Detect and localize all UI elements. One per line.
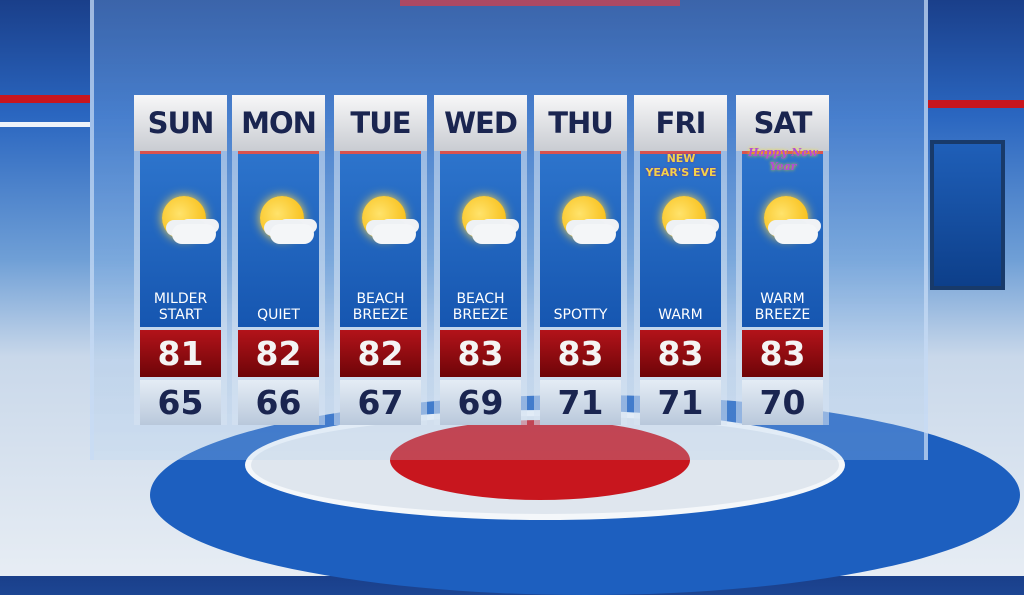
studio-stripe — [928, 100, 1024, 108]
studio-stripe — [0, 95, 90, 103]
condition-line-2: BREEZE — [754, 307, 811, 323]
forecast-day-fri: FRI NEW YEAR'S EVE WARM 83 71 — [634, 95, 727, 425]
low-temp: 71 — [640, 380, 721, 425]
forecast-day-thu: THU SPOTTY 83 71 — [534, 95, 627, 425]
condition-line-1: BEACH — [356, 291, 405, 307]
forecast-day-mon: MON QUIET 82 66 — [232, 95, 325, 425]
low-temp: 67 — [340, 380, 421, 425]
high-temp: 83 — [742, 330, 823, 377]
low-temp: 69 — [440, 380, 521, 425]
condition-line-2: START — [158, 307, 203, 323]
studio-stripe — [400, 0, 680, 6]
forecast-day-sat: SAT Happy New Year WARM BREEZE 83 70 — [736, 95, 829, 425]
day-label: SAT — [736, 95, 829, 151]
day-label: TUE — [334, 95, 427, 151]
low-temp: 71 — [540, 380, 621, 425]
day-label: MON — [232, 95, 325, 151]
high-temp: 83 — [540, 330, 621, 377]
condition-panel: SPOTTY — [540, 151, 621, 327]
high-temp: 83 — [640, 330, 721, 377]
high-temp: 83 — [440, 330, 521, 377]
condition-panel: QUIET — [238, 151, 319, 327]
condition-panel: BEACH BREEZE — [440, 151, 521, 327]
condition-line-1: MILDER — [153, 291, 208, 307]
day-label: FRI — [634, 95, 727, 151]
condition-text: BEACH BREEZE — [440, 291, 521, 323]
high-temp: 81 — [140, 330, 221, 377]
condition-text: SPOTTY — [540, 307, 621, 323]
high-temp: 82 — [340, 330, 421, 377]
condition-line-2: BREEZE — [352, 307, 409, 323]
day-label: WED — [434, 95, 527, 151]
studio-stripe — [0, 122, 90, 127]
new-years-eve-badge: NEW YEAR'S EVE — [645, 152, 717, 179]
condition-line-2: SPOTTY — [553, 307, 608, 323]
condition-text: WARM BREEZE — [742, 291, 823, 323]
condition-line-1: BEACH — [456, 291, 505, 307]
condition-text: WARM — [640, 307, 721, 323]
day-label: THU — [534, 95, 627, 151]
low-temp: 65 — [140, 380, 221, 425]
low-temp: 70 — [742, 380, 823, 425]
condition-text: BEACH BREEZE — [340, 291, 421, 323]
day-label: SUN — [134, 95, 227, 151]
condition-line-2: QUIET — [257, 307, 300, 323]
station-logo-floor — [390, 420, 690, 500]
condition-panel: NEW YEAR'S EVE WARM — [640, 151, 721, 327]
condition-text: MILDER START — [140, 291, 221, 323]
high-temp: 82 — [238, 330, 319, 377]
condition-panel: Happy New Year WARM BREEZE — [742, 146, 823, 327]
condition-line-1: WARM — [760, 291, 805, 307]
condition-line-2: BREEZE — [452, 307, 509, 323]
happy-new-year-badge: Happy New Year — [748, 146, 818, 173]
low-temp: 66 — [238, 380, 319, 425]
condition-text: QUIET — [238, 307, 319, 323]
forecast-day-wed: WED BEACH BREEZE 83 69 — [434, 95, 527, 425]
studio-screen — [930, 140, 1005, 290]
forecast-day-sun: SUN MILDER START 81 65 — [134, 95, 227, 425]
condition-line-2: WARM — [658, 307, 703, 323]
condition-panel: BEACH BREEZE — [340, 151, 421, 327]
condition-panel: MILDER START — [140, 151, 221, 327]
forecast-day-tue: TUE BEACH BREEZE 82 67 — [334, 95, 427, 425]
